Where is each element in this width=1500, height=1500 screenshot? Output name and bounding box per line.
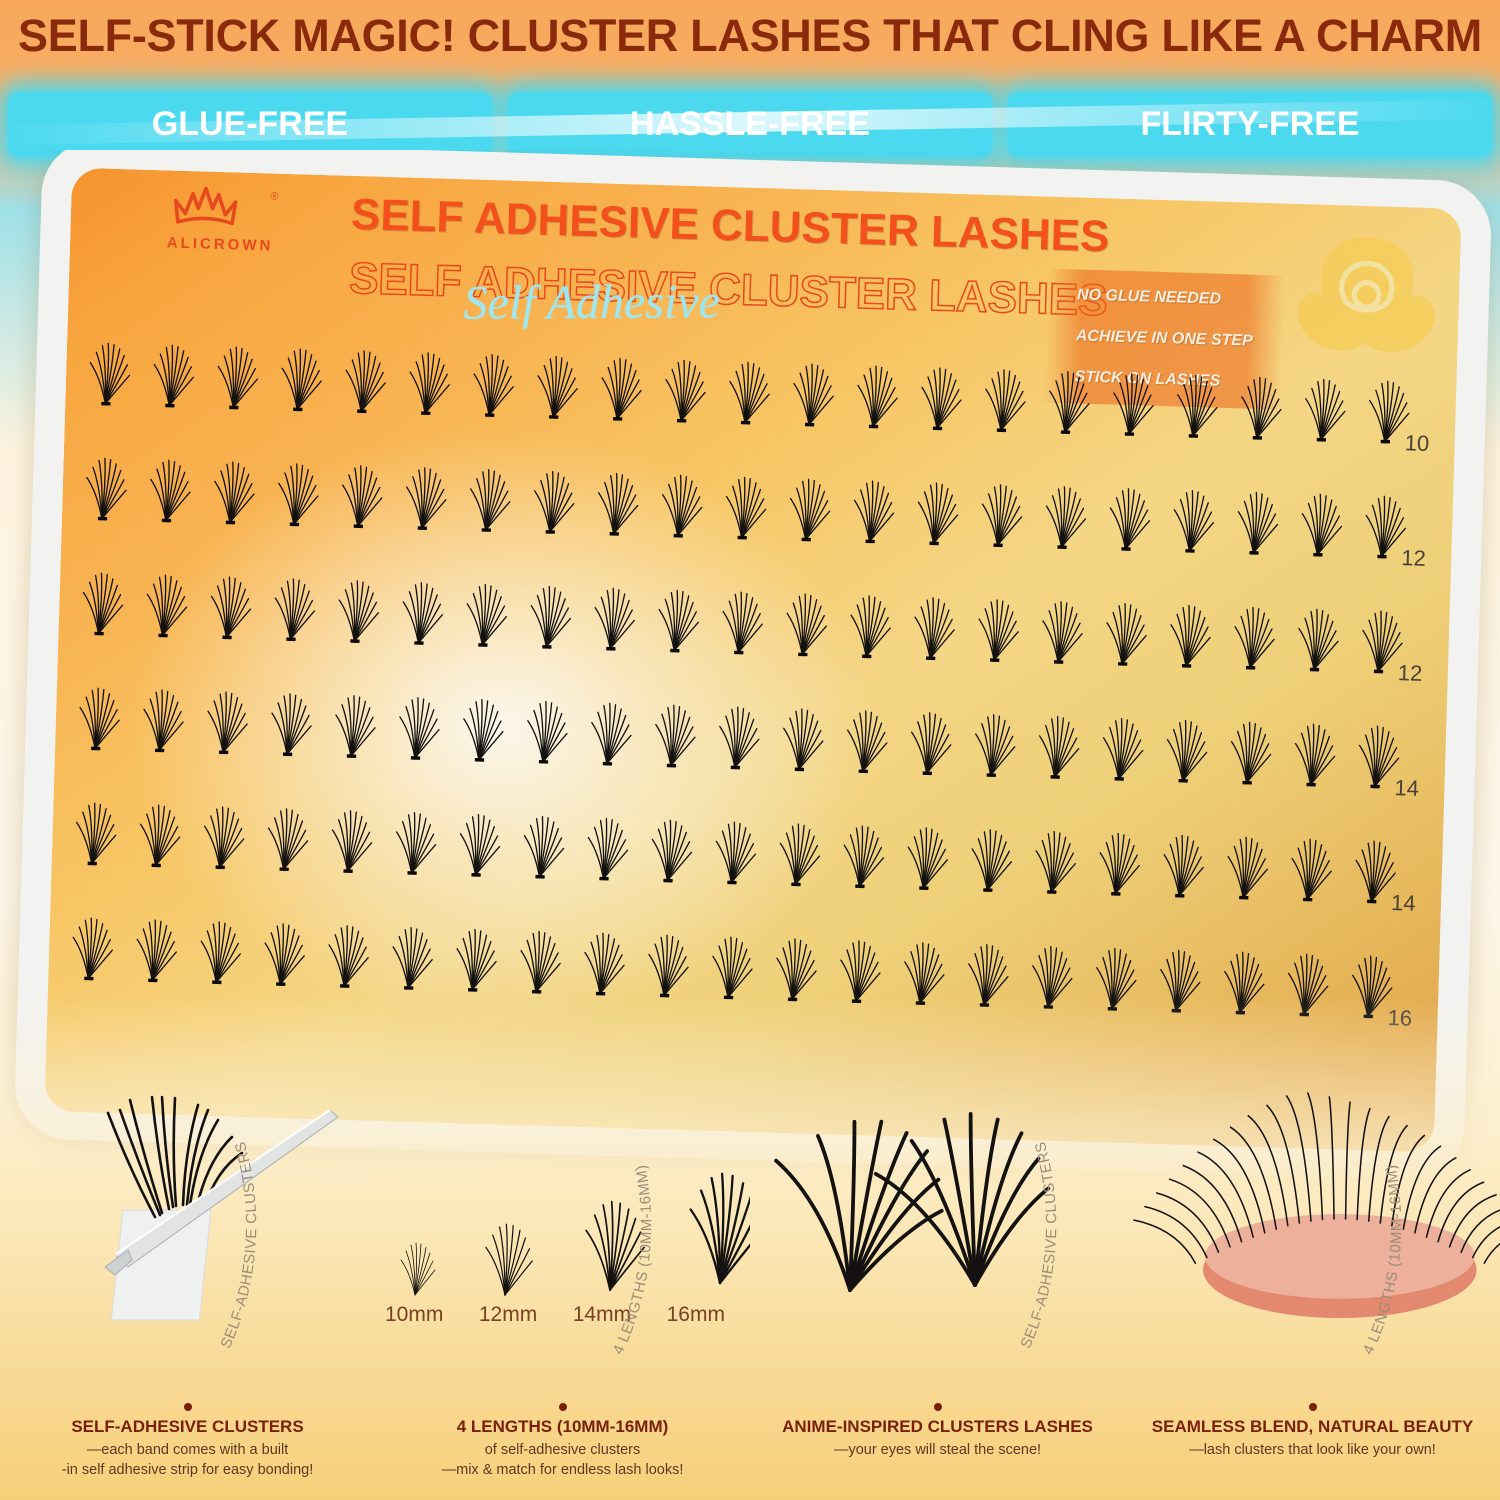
svg-text:10: 10 <box>1404 430 1429 456</box>
svg-text:16: 16 <box>1387 1005 1412 1031</box>
svg-text:14: 14 <box>1391 890 1416 916</box>
svg-text:14: 14 <box>1394 775 1419 801</box>
svg-text:12: 12 <box>1401 545 1426 571</box>
svg-text:12: 12 <box>1398 660 1423 686</box>
